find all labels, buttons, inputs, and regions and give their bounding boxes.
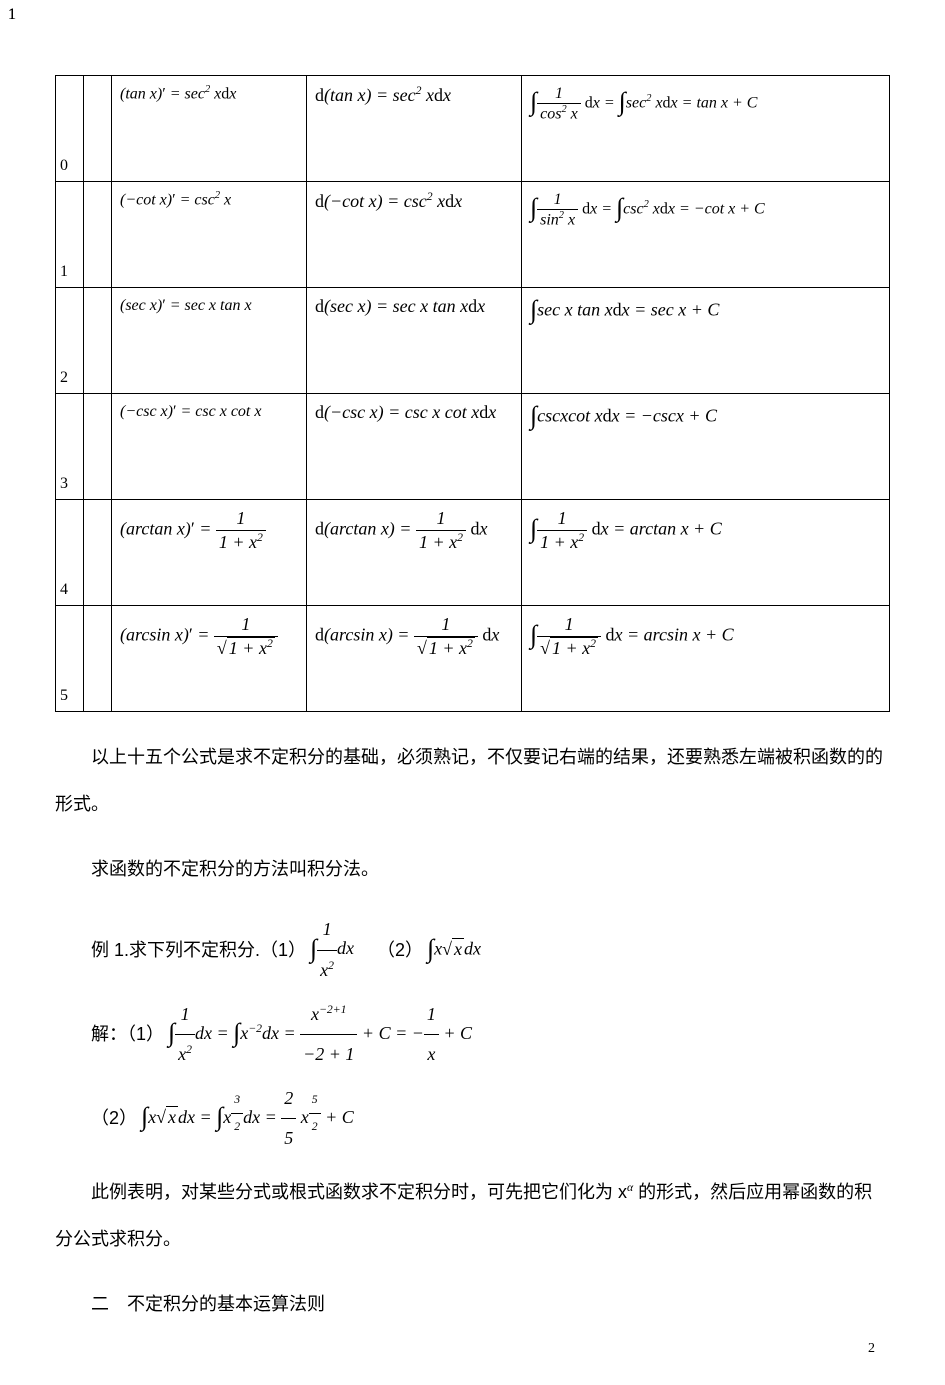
table-row: 5 1 (arcsin x)′ = 1√1 + x2 d(arcsin x) =…: [56, 606, 890, 712]
row-number-bottom: 1: [60, 263, 68, 281]
example-1-mid: （2）: [377, 931, 423, 971]
row-number-bottom: 4: [60, 581, 68, 599]
example-1-solution-1: 解：（1） ∫1x2dx = ∫x−2dx = x−2+1−2 + 1 + C …: [91, 995, 890, 1075]
table-row: 3 1 (−csc x)′ = csc x cot x d(−csc x) = …: [56, 394, 890, 500]
section-heading-2: 二 不定积分的基本运算法则: [55, 1281, 890, 1328]
derivative-cell: (arctan x)′ = 11 + x2: [112, 500, 307, 606]
solution-label-2: （2）: [91, 1099, 137, 1139]
example-1-solution-2: （2） ∫x√xdx = ∫x32dx = 25 x52 + C: [91, 1079, 890, 1159]
paragraph-method: 求函数的不定积分的方法叫积分法。: [55, 846, 890, 893]
derivative-cell: (−csc x)′ = csc x cot x: [112, 394, 307, 500]
paragraph-remark: 此例表明，对某些分式或根式函数求不定积分时，可先把它们化为 xα 的形式，然后应…: [55, 1169, 890, 1263]
row-number-top-cell: 1: [84, 182, 112, 288]
remark-part-a: 此例表明，对某些分式或根式函数求不定积分时，可先把它们化为 x: [91, 1182, 627, 1202]
row-number-top-cell: 1: [84, 500, 112, 606]
table-row: 0 1 (tan x)′ = sec2 xdx d(tan x) = sec2 …: [56, 76, 890, 182]
row-number-top-cell: 1: [84, 76, 112, 182]
differential-cell: d(−csc x) = csc x cot xdx: [307, 394, 522, 500]
integral-cell: ∫11 + x2 dx = arctan x + C: [522, 500, 890, 606]
page: 0 1 (tan x)′ = sec2 xdx d(tan x) = sec2 …: [0, 0, 945, 1385]
row-number-cell: 0: [56, 76, 84, 182]
integral-cell: ∫cscxcot xdx = −cscx + C: [522, 394, 890, 500]
row-number-cell: 3: [56, 394, 84, 500]
row-number-bottom: 0: [60, 157, 68, 175]
row-number-top-cell: 1: [84, 606, 112, 712]
row-number-cell: 5: [56, 606, 84, 712]
paragraph-intro: 以上十五个公式是求不定积分的基础，必须熟记，不仅要记右端的结果，还要熟悉左端被积…: [55, 734, 890, 828]
derivative-cell: (tan x)′ = sec2 xdx: [112, 76, 307, 182]
row-number-cell: 2: [56, 288, 84, 394]
row-number-top: 1: [8, 6, 16, 24]
integral-cell: ∫1√1 + x2 dx = arcsin x + C: [522, 606, 890, 712]
example-1-prefix: 例 1.求下列不定积分.（1）: [91, 931, 306, 971]
row-number-top-cell: 1: [84, 288, 112, 394]
row-number-bottom: 2: [60, 369, 68, 387]
page-number: 2: [868, 1341, 875, 1357]
differential-cell: d(−cot x) = csc2 xdx: [307, 182, 522, 288]
solution-label-1: 解：（1）: [91, 1015, 164, 1055]
differential-cell: d(tan x) = sec2 xdx: [307, 76, 522, 182]
row-number-cell: 4: [56, 500, 84, 606]
differential-cell: d(arctan x) = 11 + x2 dx: [307, 500, 522, 606]
integral-cell: ∫1cos2 x dx = ∫sec2 xdx = tan x + C: [522, 76, 890, 182]
row-number-cell: 1: [56, 182, 84, 288]
derivative-cell: (sec x)′ = sec x tan x: [112, 288, 307, 394]
table-row: 1 1 (−cot x)′ = csc2 x d(−cot x) = csc2 …: [56, 182, 890, 288]
integral-cell: ∫1sin2 x dx = ∫csc2 xdx = −cot x + C: [522, 182, 890, 288]
differential-cell: d(arcsin x) = 1√1 + x2 dx: [307, 606, 522, 712]
derivative-cell: (−cot x)′ = csc2 x: [112, 182, 307, 288]
table-row: 2 1 (sec x)′ = sec x tan x d(sec x) = se…: [56, 288, 890, 394]
derivative-cell: (arcsin x)′ = 1√1 + x2: [112, 606, 307, 712]
row-number-bottom: 5: [60, 687, 68, 705]
example-1: 例 1.求下列不定积分.（1） ∫1x2dx （2） ∫x√xdx 解：（1） …: [55, 910, 890, 1159]
differential-cell: d(sec x) = sec x tan xdx: [307, 288, 522, 394]
integral-cell: ∫sec x tan xdx = sec x + C: [522, 288, 890, 394]
row-number-top-cell: 1: [84, 394, 112, 500]
table-row: 4 1 (arctan x)′ = 11 + x2 d(arctan x) = …: [56, 500, 890, 606]
example-1-problem: 例 1.求下列不定积分.（1） ∫1x2dx （2） ∫x√xdx: [91, 910, 890, 990]
formula-table: 0 1 (tan x)′ = sec2 xdx d(tan x) = sec2 …: [55, 75, 890, 712]
row-number-bottom: 3: [60, 475, 68, 493]
